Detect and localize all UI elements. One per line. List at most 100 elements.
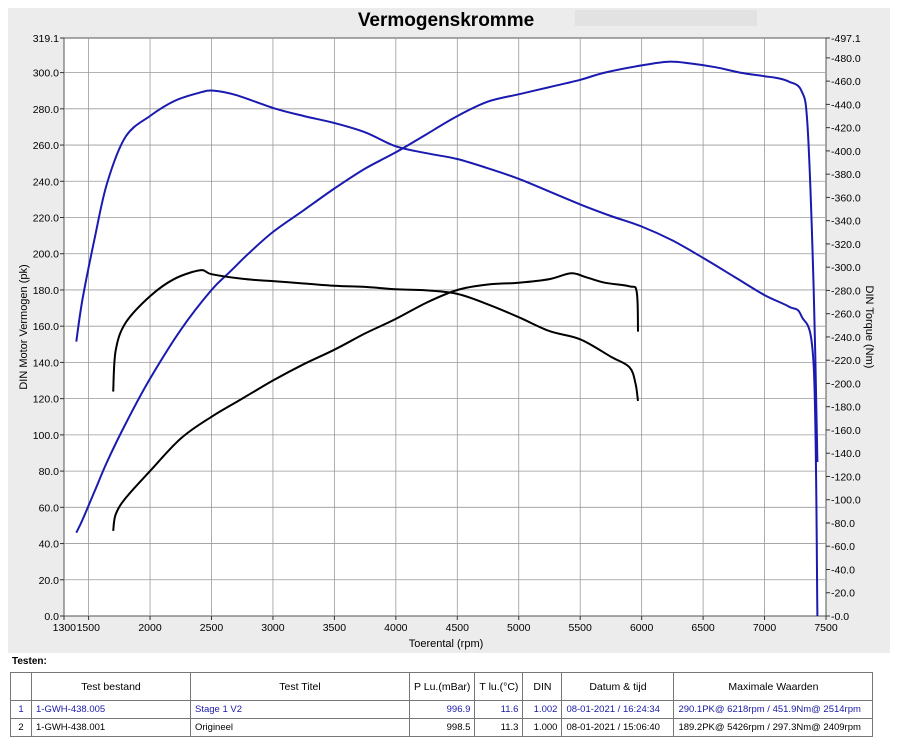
- y-left-tick-label: 20.0: [39, 575, 60, 587]
- y-left-tick-label: 0.0: [44, 611, 59, 623]
- y-axis-left-title: DIN Motor Vermogen (pk): [18, 264, 30, 389]
- y-right-tick-label: -360.0: [831, 192, 861, 204]
- y-right-tick-label: -460.0: [831, 76, 861, 88]
- y-right-tick-label: -20.0: [831, 588, 855, 600]
- y-right-tick-label: -180.0: [831, 402, 861, 414]
- y-left-tick-label: 220.0: [33, 213, 59, 225]
- row-test-file: 1-GWH-438.005: [31, 700, 191, 719]
- x-tick-label: 7000: [753, 622, 777, 634]
- series-line-origineel-torque: [112, 269, 639, 402]
- y-right-tick-label: -80.0: [831, 518, 855, 530]
- header-index: [10, 672, 32, 701]
- chart-title: Vermogenskromme: [358, 10, 534, 31]
- y-right-tick-label: -300.0: [831, 262, 861, 274]
- header-test-title: Test Titel: [190, 672, 410, 701]
- y-left-tick-label: 180.0: [33, 285, 59, 297]
- x-tick-label: 5000: [507, 622, 531, 634]
- grid-lines: [64, 38, 826, 616]
- tests-header-row: Test bestand Test Titel P Lu.(mBar) T lu…: [10, 672, 874, 701]
- y-right-tick-label: -200.0: [831, 378, 861, 390]
- y-right-tick-label: -160.0: [831, 425, 861, 437]
- header-din: DIN: [522, 672, 563, 701]
- y-left-tick-label: 160.0: [33, 321, 59, 333]
- y-axis-right-title: DIN Torque (Nm): [863, 286, 875, 369]
- y-right-tick-label: -60.0: [831, 541, 855, 553]
- row-max-values: 189.2PK@ 5426rpm / 297.3Nm@ 2409rpm: [673, 718, 874, 737]
- row-pressure: 998.5: [408, 718, 476, 737]
- row-temperature: 11.3: [474, 718, 524, 737]
- axis-ticks: 1300 1500 2000 2500 3000 3500 4000 4500 5000 5500…: [33, 33, 861, 634]
- title-highlight-box: [575, 10, 757, 26]
- y-right-tick-label: -280.0: [831, 285, 861, 297]
- row-din: 1.002: [522, 700, 563, 719]
- y-right-tick-label: -320.0: [831, 239, 861, 251]
- tests-section-label: Testen:: [12, 656, 47, 667]
- x-tick-label: 3000: [261, 622, 285, 634]
- row-index: 2: [10, 718, 32, 737]
- y-left-tick-label: 100.0: [33, 430, 59, 442]
- plot-area: [63, 37, 827, 617]
- x-tick-label: 2000: [138, 622, 162, 634]
- y-left-tick-label: 60.0: [39, 502, 60, 514]
- y-right-tick-label: -420.0: [831, 123, 861, 135]
- row-test-title: Origineel: [190, 718, 410, 737]
- y-left-tick-label: 319.1: [33, 33, 59, 45]
- x-tick-label: 4500: [446, 622, 470, 634]
- x-tick-label: 5500: [569, 622, 593, 634]
- y-left-tick-label: 40.0: [39, 539, 60, 551]
- data-series: [75, 60, 819, 617]
- header-max-values: Maximale Waarden: [673, 672, 874, 701]
- row-datetime: 08-01-2021 / 16:24:34: [561, 700, 675, 719]
- y-right-tick-label: -440.0: [831, 99, 861, 111]
- x-tick-label: 1500: [77, 622, 101, 634]
- y-left-tick-label: 260.0: [33, 140, 59, 152]
- row-max-values: 290.1PK@ 6218rpm / 451.9Nm@ 2514rpm: [673, 700, 874, 719]
- x-tick-label: 2500: [200, 622, 224, 634]
- y-right-tick-label: -380.0: [831, 169, 861, 181]
- header-test-file: Test bestand: [31, 672, 191, 701]
- series-line-origineel-power: [112, 272, 639, 532]
- x-tick-label: 4000: [384, 622, 408, 634]
- y-left-tick-label: 300.0: [33, 68, 59, 80]
- y-left-tick-label: 80.0: [39, 466, 60, 478]
- series-line-stage-1-v2-power: [75, 60, 819, 534]
- y-left-tick-label: 280.0: [33, 104, 59, 116]
- row-temperature: 11.6: [474, 700, 524, 719]
- x-tick-label: 6000: [630, 622, 654, 634]
- x-tick-label: 7500: [814, 622, 838, 634]
- y-left-tick-label: 120.0: [33, 394, 59, 406]
- row-index: 1: [10, 700, 32, 719]
- header-temperature: T lu.(°C): [474, 672, 524, 701]
- y-right-tick-label: -220.0: [831, 355, 861, 367]
- dyno-chart: Vermogenskromme 1300 1500 2000 2500 3000 3500…: [8, 8, 890, 653]
- x-axis-title: Toerental (rpm): [409, 638, 484, 650]
- y-right-tick-label: -0.0: [831, 611, 849, 623]
- y-left-tick-label: 200.0: [33, 249, 59, 261]
- y-right-tick-label: -120.0: [831, 471, 861, 483]
- row-test-title: Stage 1 V2: [190, 700, 410, 719]
- y-right-tick-label: -400.0: [831, 146, 861, 158]
- header-pressure: P Lu.(mBar): [408, 672, 476, 701]
- tests-table: Test bestand Test Titel P Lu.(mBar) T lu…: [10, 672, 874, 737]
- row-test-file: 1-GWH-438.001: [31, 718, 191, 737]
- y-right-tick-label: -100.0: [831, 495, 861, 507]
- y-right-tick-label: -40.0: [831, 564, 855, 576]
- y-left-tick-label: 240.0: [33, 176, 59, 188]
- x-tick-label: 6500: [691, 622, 715, 634]
- series-line-stage-1-v2-torque: [75, 89, 819, 617]
- header-datetime: Datum & tijd: [561, 672, 675, 701]
- y-right-tick-label: -497.1: [831, 33, 861, 45]
- row-datetime: 08-01-2021 / 15:06:40: [561, 718, 675, 737]
- y-right-tick-label: -480.0: [831, 53, 861, 65]
- table-row[interactable]: 2 1-GWH-438.001 Origineel 998.5 11.3 1.0…: [10, 718, 874, 737]
- y-right-tick-label: -260.0: [831, 309, 861, 321]
- table-row[interactable]: 1 1-GWH-438.005 Stage 1 V2 996.9 11.6 1.…: [10, 700, 874, 719]
- y-right-tick-label: -140.0: [831, 448, 861, 460]
- row-pressure: 996.9: [408, 700, 476, 719]
- x-tick-label: 3500: [323, 622, 347, 634]
- x-tick-label: 1300: [53, 622, 77, 634]
- y-left-tick-label: 140.0: [33, 357, 59, 369]
- y-right-tick-label: -240.0: [831, 332, 861, 344]
- row-din: 1.000: [522, 718, 563, 737]
- y-right-tick-label: -340.0: [831, 216, 861, 228]
